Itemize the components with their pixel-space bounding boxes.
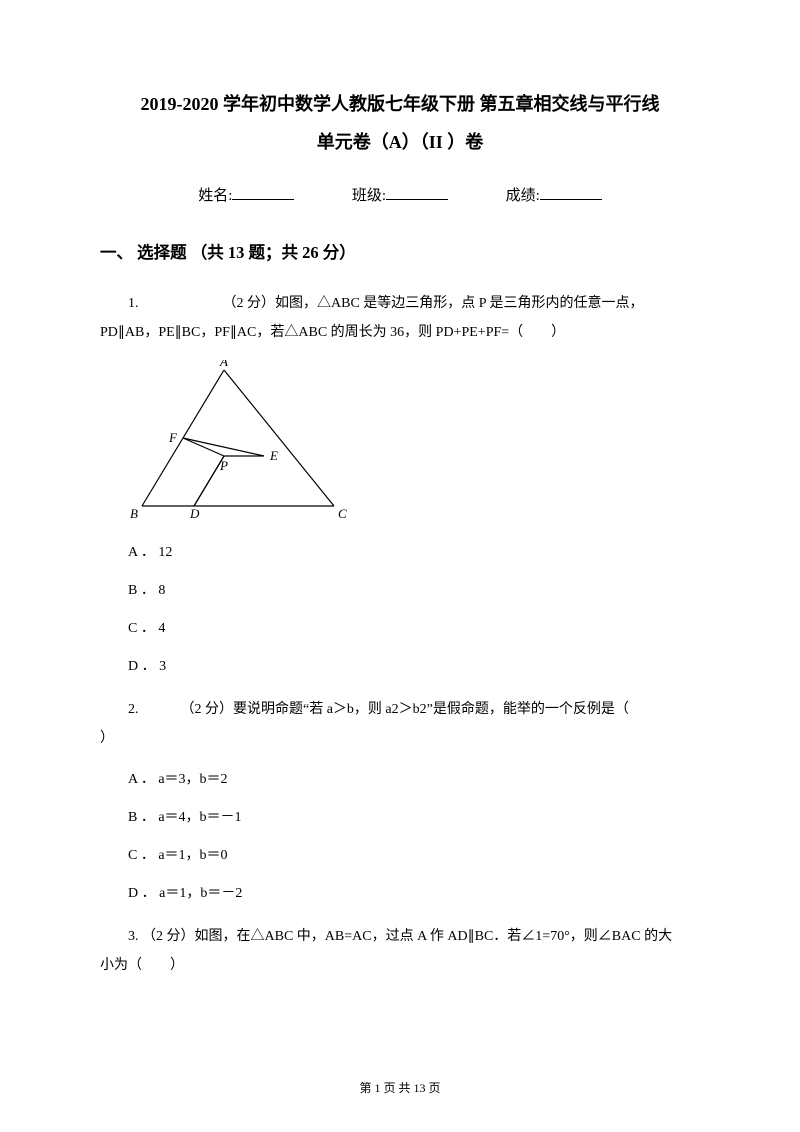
q1-option-d: D ． 3	[128, 653, 700, 681]
q2-option-d: D ． a＝1，b＝－2	[128, 880, 700, 908]
svg-text:C: C	[338, 506, 347, 520]
svg-text:E: E	[269, 448, 278, 463]
page-footer: 第 1 页 共 13 页	[0, 1079, 800, 1096]
document-title-line1: 2019-2020 学年初中数学人教版七年级下册 第五章相交线与平行线	[100, 90, 700, 116]
svg-text:B: B	[130, 506, 138, 520]
question-2: 2. （2 分）要说明命题“若 a＞b，则 a2＞b2”是假命题，能举的一个反例…	[100, 695, 700, 754]
q2-option-a: A ． a＝3，b＝2	[128, 766, 700, 794]
q2-line1: 2. （2 分）要说明命题“若 a＞b，则 a2＞b2”是假命题，能举的一个反例…	[100, 695, 700, 724]
meta-row: 姓名: 班级: 成绩:	[100, 184, 700, 205]
svg-text:A: A	[219, 360, 228, 369]
question-3: 3. （2 分）如图，在△ABC 中，AB=AC，过点 A 作 AD∥BC．若∠…	[100, 922, 700, 981]
q3-line1: 3. （2 分）如图，在△ABC 中，AB=AC，过点 A 作 AD∥BC．若∠…	[100, 922, 700, 951]
score-blank	[540, 186, 602, 200]
q1-option-a: A ． 12	[128, 539, 700, 567]
svg-text:P: P	[219, 458, 228, 473]
q1-figure: A B C D F P E	[128, 360, 700, 525]
question-1: 1. （2 分）如图，△ABC 是等边三角形，点 P 是三角形内的任意一点， P…	[100, 289, 700, 348]
svg-text:F: F	[168, 430, 178, 445]
section-heading-1: 一、 选择题 （共 13 题；共 26 分）	[100, 239, 700, 263]
q2-option-c: C ． a＝1，b＝0	[128, 842, 700, 870]
class-label: 班级:	[352, 188, 386, 204]
svg-text:D: D	[189, 506, 200, 520]
q2-option-b: B ． a＝4，b＝－1	[128, 804, 700, 832]
q1-line2: PD∥AB，PE∥BC，PF∥AC，若△ABC 的周长为 36，则 PD+PE+…	[100, 318, 700, 347]
page-container: 2019-2020 学年初中数学人教版七年级下册 第五章相交线与平行线 单元卷（…	[0, 0, 800, 1032]
class-blank	[386, 186, 448, 200]
q3-line2: 小为（ ）	[100, 951, 700, 980]
triangle-diagram: A B C D F P E	[128, 360, 348, 520]
q1-line1: 1. （2 分）如图，△ABC 是等边三角形，点 P 是三角形内的任意一点，	[100, 289, 700, 318]
q1-option-b: B ． 8	[128, 577, 700, 605]
q1-option-c: C ． 4	[128, 615, 700, 643]
name-blank	[232, 186, 294, 200]
document-title-line2: 单元卷（A）（II ）卷	[100, 128, 700, 154]
score-label: 成绩:	[506, 188, 540, 204]
q2-line2: ）	[100, 724, 700, 753]
name-label: 姓名:	[198, 188, 232, 204]
